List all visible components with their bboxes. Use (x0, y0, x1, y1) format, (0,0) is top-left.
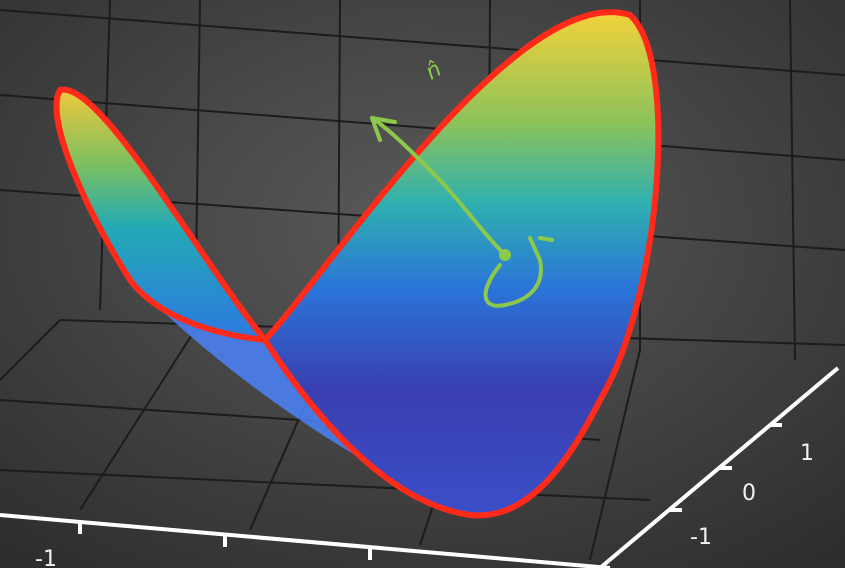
normal-vector-sketch (370, 116, 554, 308)
surface-underside (130, 280, 470, 515)
surface-front (265, 12, 659, 516)
horizontal-tick-label: -1 (35, 547, 57, 568)
depth-tick-label: 0 (742, 481, 756, 506)
depth-tick-label: 1 (800, 441, 814, 466)
depth-tick-label: -1 (690, 525, 712, 550)
axes (0, 366, 840, 568)
boundary-curve (53, 9, 662, 519)
surface-left-lobe (56, 89, 265, 340)
